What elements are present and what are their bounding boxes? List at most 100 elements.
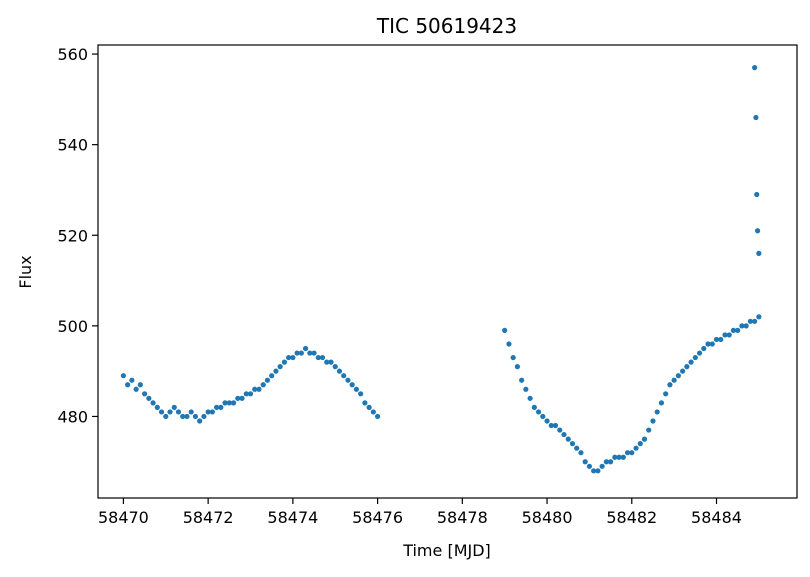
data-point: [582, 459, 588, 465]
data-point: [214, 404, 220, 410]
data-point: [586, 463, 593, 469]
data-point: [535, 409, 542, 415]
data-point: [603, 459, 609, 465]
x-tick-label: 58476: [352, 508, 403, 527]
data-point: [286, 354, 292, 361]
data-point: [239, 395, 245, 401]
data-point: [743, 323, 749, 329]
data-point: [658, 400, 665, 406]
y-tick-label: 500: [57, 317, 88, 336]
data-points: [120, 65, 762, 474]
data-point: [302, 345, 309, 352]
data-point: [311, 350, 317, 356]
data-point: [620, 454, 626, 460]
y-axis-ticks: 480 500 520 540 560: [57, 45, 98, 426]
data-point: [548, 422, 554, 429]
data-point: [629, 450, 635, 456]
x-tick-label: 58480: [522, 508, 573, 527]
data-point: [290, 354, 296, 361]
data-point: [739, 323, 745, 329]
data-point: [650, 418, 656, 424]
data-point: [752, 318, 758, 324]
data-point: [540, 413, 546, 420]
data-point: [358, 391, 364, 397]
x-tick-label: 58472: [183, 508, 234, 527]
data-point: [349, 382, 355, 388]
data-point: [608, 459, 614, 465]
data-point: [277, 364, 283, 370]
data-point: [756, 314, 762, 320]
data-point: [319, 354, 326, 361]
data-point: [646, 427, 652, 433]
x-tick-label: 58474: [267, 508, 318, 527]
data-point: [226, 400, 232, 406]
data-point: [362, 400, 368, 406]
data-point: [120, 373, 127, 379]
data-point: [667, 382, 673, 388]
data-point: [705, 341, 711, 347]
data-point: [230, 400, 237, 406]
data-point: [218, 404, 224, 410]
data-point: [671, 377, 677, 383]
data-point: [726, 332, 732, 338]
data-point: [243, 391, 249, 397]
data-point: [578, 450, 584, 456]
data-point: [328, 359, 334, 365]
data-point: [222, 400, 228, 406]
data-point: [235, 395, 241, 401]
x-tick-label: 58470: [98, 508, 149, 527]
data-point: [692, 354, 698, 361]
data-point: [264, 377, 271, 383]
data-point: [701, 345, 707, 352]
x-axis-ticks: 58470 58472 58474 58476 58478 58480 58482 58484: [98, 498, 742, 527]
data-point: [192, 413, 199, 420]
data-point: [341, 373, 347, 379]
x-axis-label: Time [MJD]: [402, 541, 491, 560]
data-point: [336, 368, 343, 374]
data-point: [633, 445, 639, 451]
data-point: [180, 413, 186, 420]
data-point: [260, 382, 266, 388]
data-point: [205, 409, 211, 415]
data-point: [752, 65, 758, 71]
data-point: [506, 341, 512, 347]
data-point: [544, 418, 550, 424]
y-tick-label: 520: [57, 226, 88, 245]
data-point: [167, 409, 173, 415]
data-point: [595, 468, 601, 474]
data-point: [366, 404, 372, 410]
data-point: [129, 377, 135, 383]
data-point: [552, 422, 559, 429]
data-point: [688, 359, 694, 365]
data-point: [175, 409, 182, 415]
data-point: [137, 382, 143, 388]
data-point: [574, 445, 580, 451]
x-tick-label: 58484: [691, 508, 742, 527]
data-point: [557, 427, 563, 433]
data-point: [754, 191, 760, 198]
data-point: [353, 386, 360, 392]
data-point: [641, 436, 648, 442]
data-point: [722, 332, 728, 338]
data-point: [269, 373, 275, 379]
data-point: [527, 395, 533, 401]
data-point: [747, 318, 754, 324]
data-point: [146, 395, 152, 401]
data-point: [150, 400, 156, 406]
data-point: [201, 413, 207, 420]
data-point: [523, 386, 529, 392]
data-point: [510, 354, 516, 361]
data-point: [519, 377, 525, 383]
data-point: [561, 431, 567, 438]
data-point: [324, 359, 330, 365]
data-point: [370, 409, 376, 415]
data-point: [709, 341, 715, 347]
data-point: [730, 327, 737, 333]
data-point: [171, 404, 177, 410]
data-point: [612, 454, 618, 460]
data-point: [298, 350, 304, 356]
data-point: [514, 364, 521, 370]
data-point: [294, 350, 300, 356]
data-point: [345, 377, 351, 383]
